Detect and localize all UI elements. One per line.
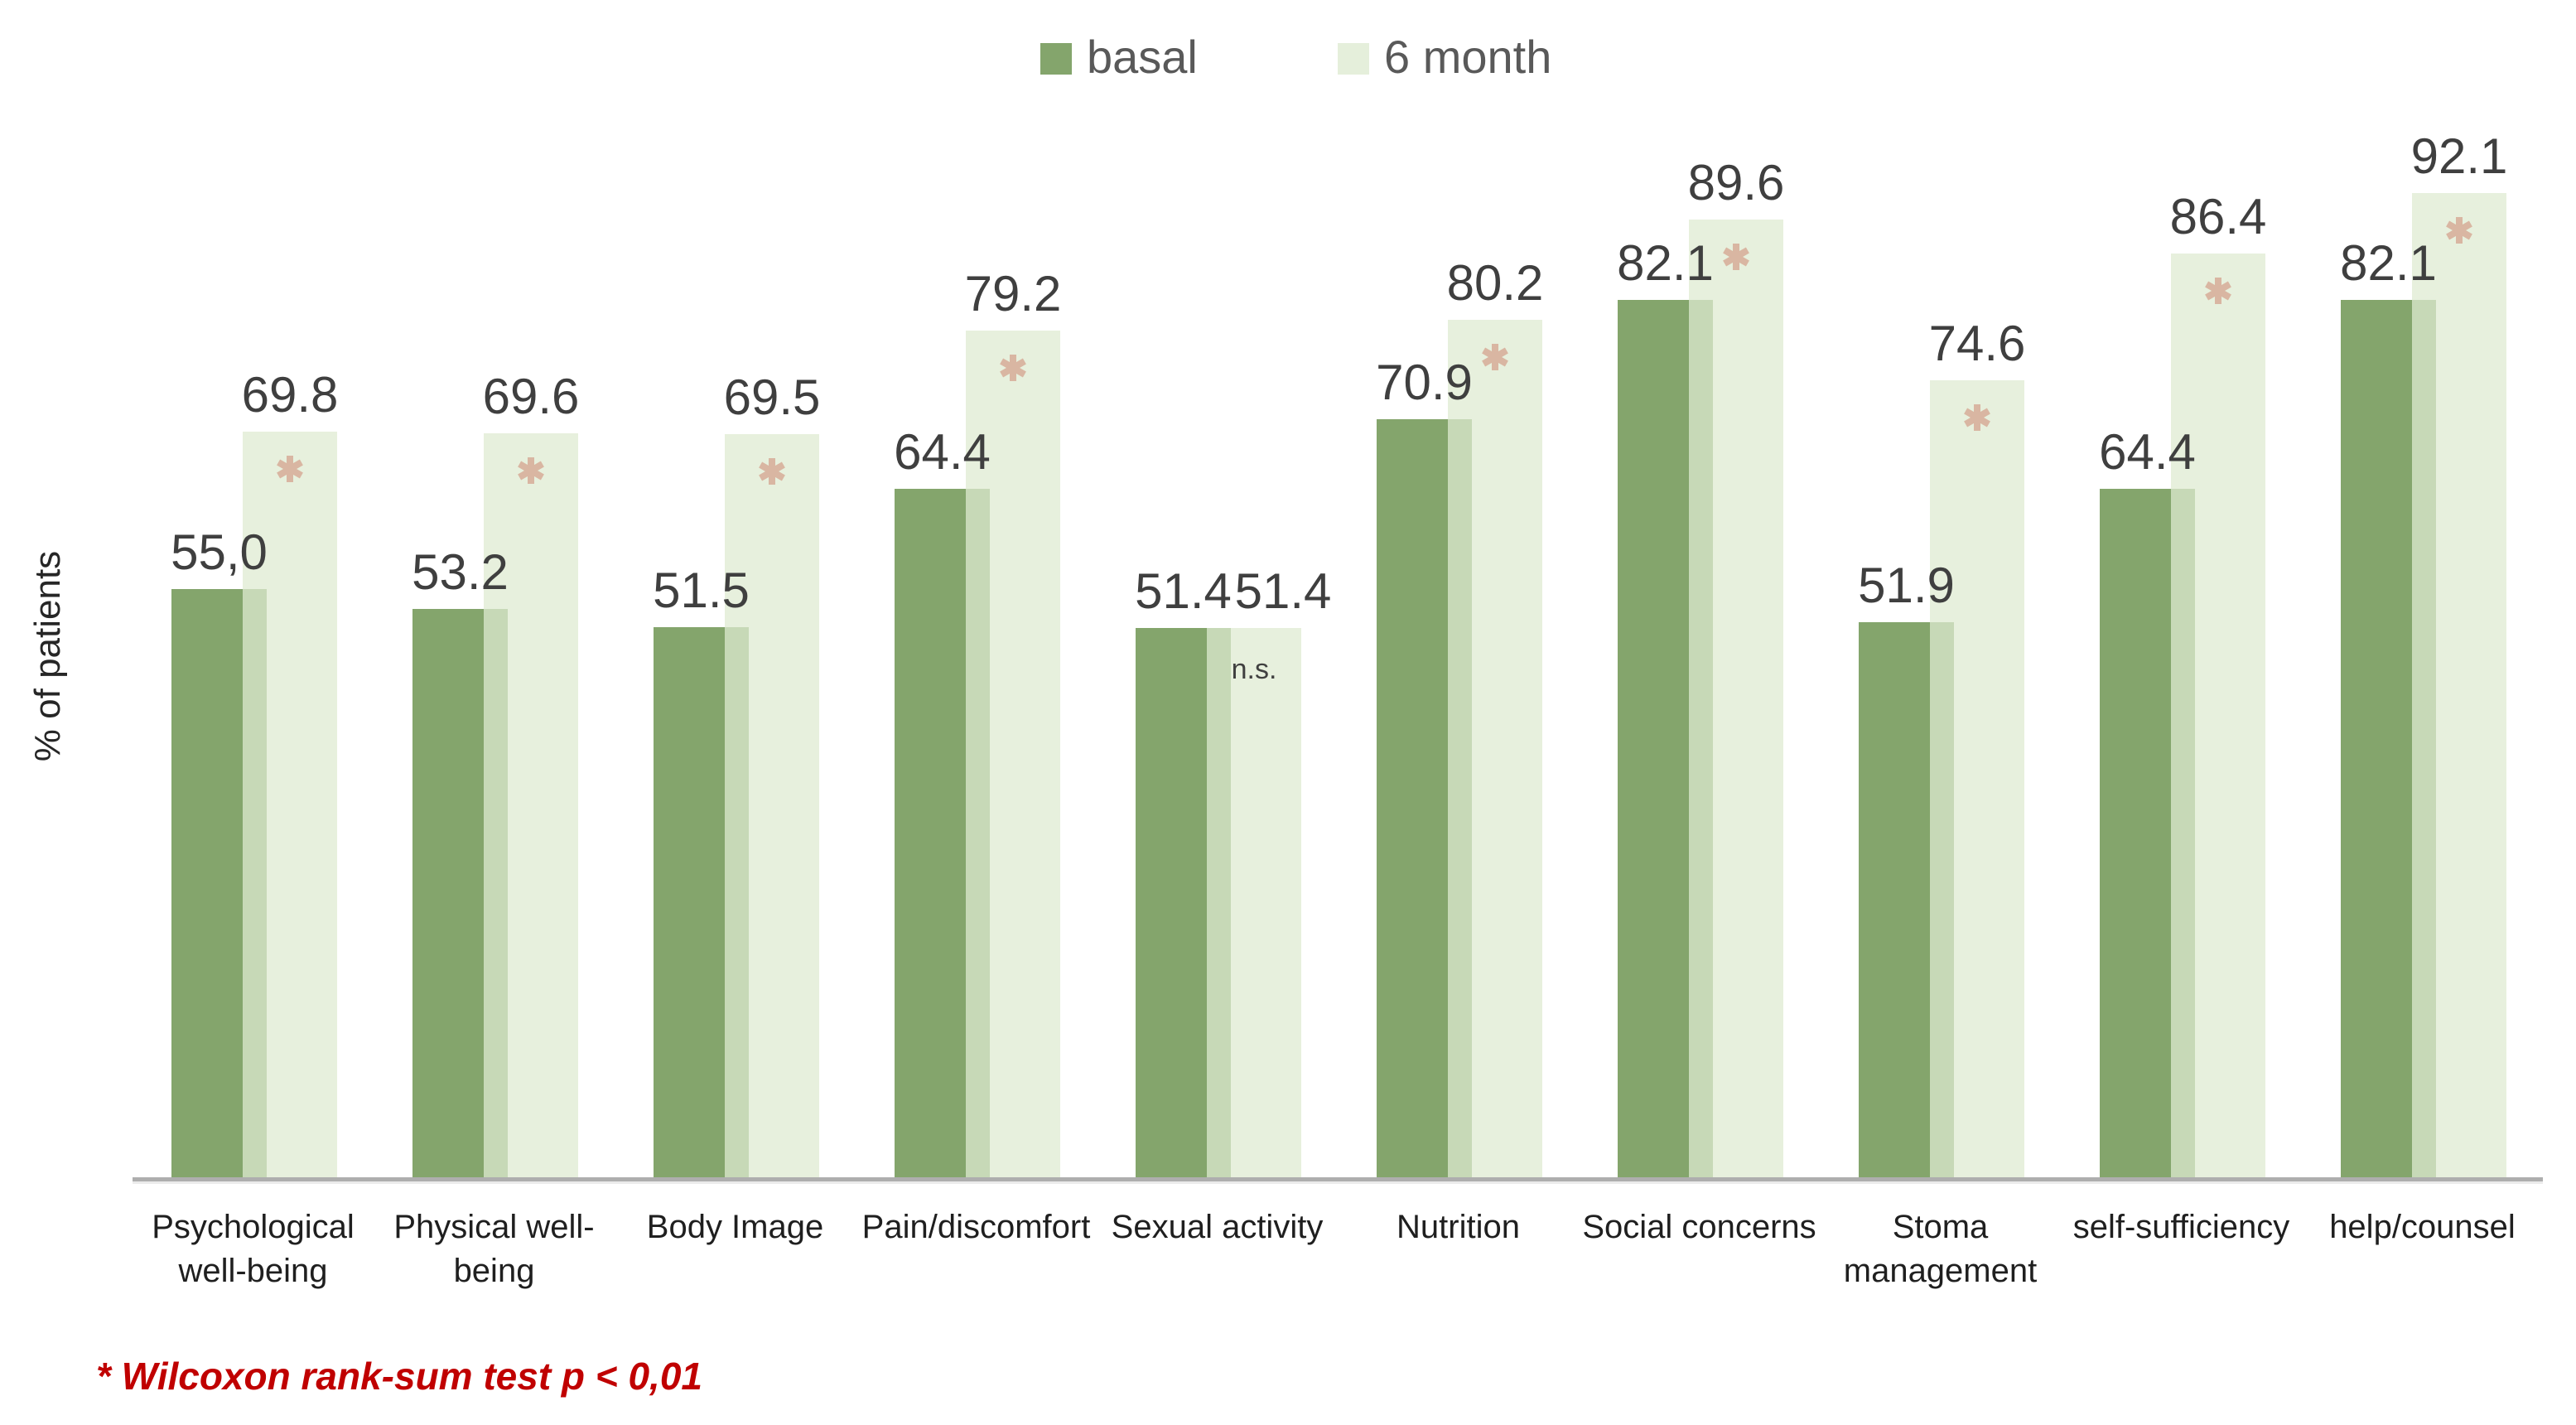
six-month-value-label: 89.6 xyxy=(1687,155,1785,210)
legend-label-basal: basal xyxy=(1087,31,1198,83)
basal-value-label: 51.5 xyxy=(653,563,750,618)
six-month-bar xyxy=(725,434,819,1177)
category-label: Psychological well-being xyxy=(152,1209,355,1289)
significance-footnote: * Wilcoxon rank-sum test p < 0,01 xyxy=(96,1355,702,1398)
y-axis-title: % of patients xyxy=(27,550,68,762)
basal-value-label: 53.2 xyxy=(412,544,509,600)
six-month-bar xyxy=(2171,254,2265,1177)
ns-label: n.s. xyxy=(1231,654,1277,685)
six-month-value-label: 51.4 xyxy=(1234,563,1332,619)
six-month-bar xyxy=(1207,628,1301,1177)
category-label: self-sufficiency xyxy=(2072,1209,2290,1245)
category-label: Social concerns xyxy=(1582,1209,1816,1245)
six-month-value-label: 92.1 xyxy=(2410,128,2508,184)
basal-value-label: 70.9 xyxy=(1376,355,1473,410)
basal-value-label: 51.9 xyxy=(1858,558,1955,613)
six-month-bar xyxy=(484,433,578,1177)
basal-swatch-icon xyxy=(1040,42,1072,75)
category-label: help/counsel xyxy=(2329,1209,2516,1245)
x-axis-line xyxy=(133,1177,2543,1181)
category-label: Stoma management xyxy=(1843,1209,2038,1289)
six-month-value-label: 74.6 xyxy=(1928,316,2026,371)
basal-value-label: 82.1 xyxy=(1617,235,1714,291)
legend-label-6-month: 6 month xyxy=(1384,31,1552,83)
category-label: Body Image xyxy=(646,1209,824,1245)
six-month-value-label: 80.2 xyxy=(1446,255,1544,311)
six-month-bar xyxy=(2412,193,2506,1177)
basal-value-label: 82.1 xyxy=(2340,235,2437,291)
six-month-bar xyxy=(1448,320,1542,1177)
category-label: Nutrition xyxy=(1397,1209,1520,1245)
six-month-swatch-icon xyxy=(1338,42,1369,75)
six-month-bar xyxy=(1689,220,1783,1177)
category-label: Physical well- being xyxy=(393,1209,595,1289)
six-month-bar xyxy=(966,331,1060,1177)
legend-item-basal: basal xyxy=(1040,30,1198,84)
six-month-bar xyxy=(1930,380,2024,1177)
six-month-value-label: 69.8 xyxy=(241,367,339,423)
category-label: Pain/discomfort xyxy=(861,1209,1091,1245)
basal-value-label: 64.4 xyxy=(894,424,991,480)
six-month-value-label: 69.5 xyxy=(723,370,821,425)
six-month-value-label: 69.6 xyxy=(482,369,580,424)
six-month-value-label: 79.2 xyxy=(964,266,1062,321)
legend-item-6-month: 6 month xyxy=(1338,30,1551,84)
basal-value-label: 64.4 xyxy=(2099,424,2196,480)
category-label: Sexual activity xyxy=(1111,1209,1324,1245)
basal-value-label: 55,0 xyxy=(171,524,268,580)
six-month-value-label: 86.4 xyxy=(2169,189,2267,244)
six-month-bar xyxy=(243,432,337,1177)
basal-value-label: 51.4 xyxy=(1135,563,1232,619)
